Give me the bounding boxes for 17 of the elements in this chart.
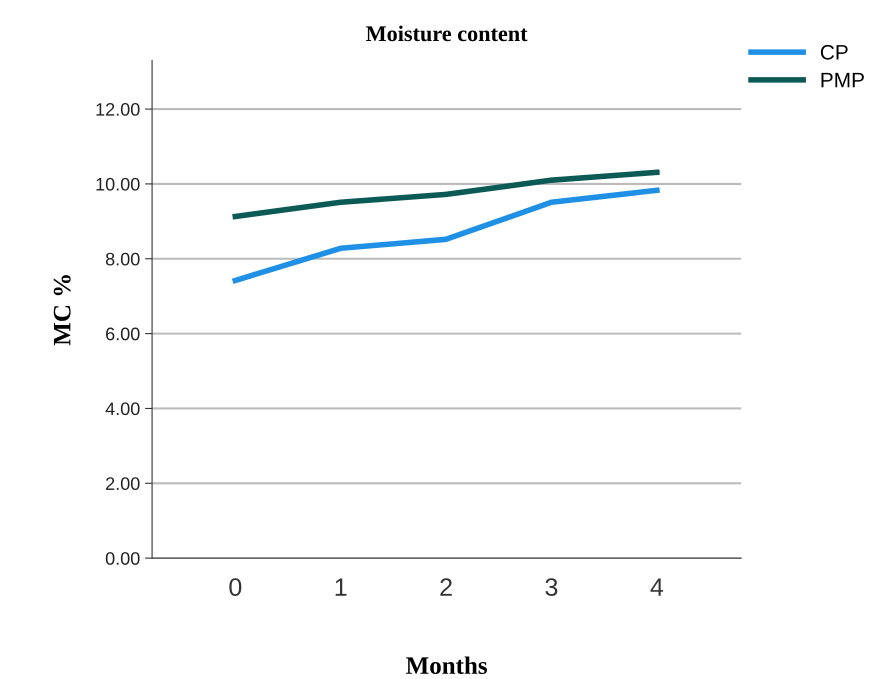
legend-label: CP [820, 44, 848, 60]
y-tick-label: 2.00 [106, 477, 140, 490]
y-axis-title: MC % [54, 275, 71, 346]
x-tick-label: 1 [336, 578, 346, 596]
y-tick-label: 10.00 [96, 178, 140, 191]
x-tick-label: 4 [650, 578, 664, 596]
y-tick-label: 4.00 [106, 402, 140, 416]
chart-title: Moisture content [366, 26, 528, 42]
x-tick-label: 3 [545, 578, 558, 596]
x-tick-label: 0 [229, 578, 242, 596]
y-tick-label: 6.00 [106, 328, 140, 340]
x-axis-title: Months [406, 656, 487, 674]
x-tick-label: 2 [440, 578, 452, 596]
y-tick-label: 8.00 [106, 252, 140, 266]
y-tick-label: 0.00 [106, 552, 140, 565]
y-tick-label: 12.00 [96, 103, 140, 116]
legend-label: PMP [822, 72, 864, 88]
